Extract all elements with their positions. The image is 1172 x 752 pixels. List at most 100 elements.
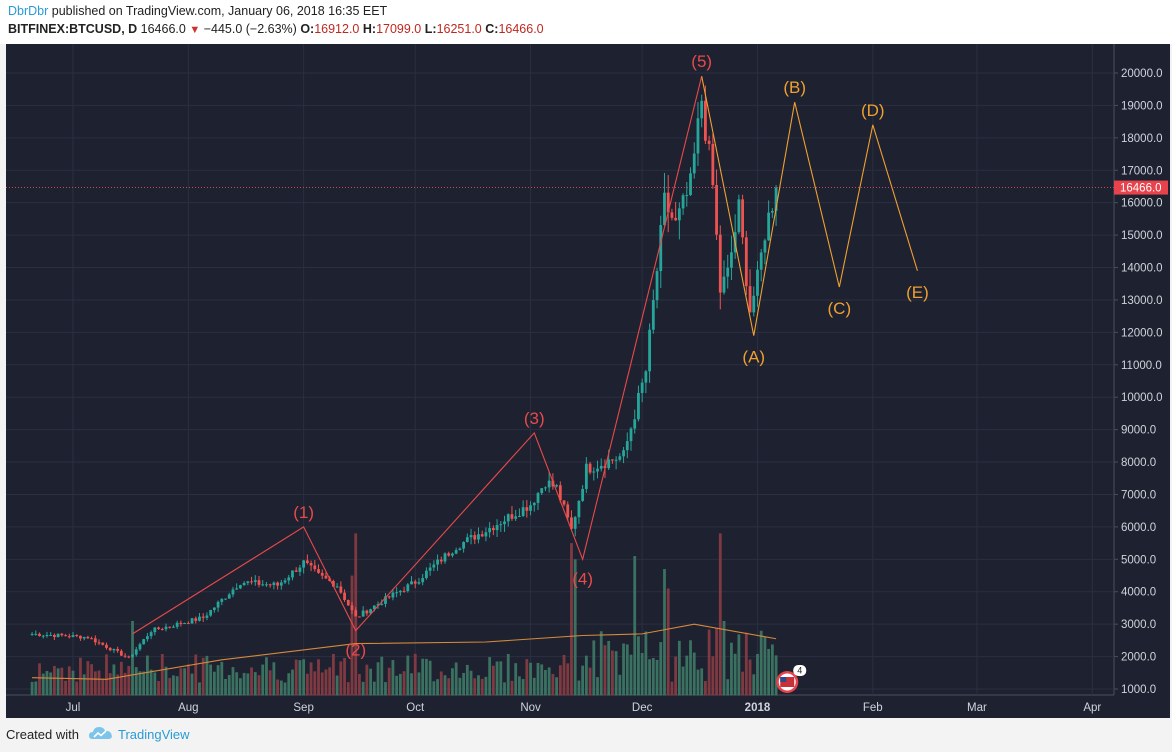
volume-bar xyxy=(346,682,350,696)
candle-body xyxy=(239,585,242,589)
candle-body xyxy=(614,459,618,461)
volume-bar xyxy=(566,663,570,696)
candle-body xyxy=(157,627,160,630)
candle-body xyxy=(142,639,146,645)
x-tick-label: Sep xyxy=(293,702,313,714)
volume-bar xyxy=(82,674,86,696)
candle-body xyxy=(49,634,53,636)
volume-bar xyxy=(179,668,183,696)
volume-bar xyxy=(540,664,544,696)
volume-bar xyxy=(737,634,741,696)
candle-body xyxy=(34,633,38,635)
volume-bar xyxy=(670,681,674,696)
candle-body xyxy=(443,553,447,562)
candle-body xyxy=(625,441,629,451)
volume-bar xyxy=(700,668,704,696)
volume-bar xyxy=(220,661,224,696)
volume-bar xyxy=(484,676,488,696)
candle-body xyxy=(134,649,138,655)
candle-body xyxy=(38,633,41,636)
candle-body xyxy=(45,634,49,636)
volume-bar xyxy=(153,672,157,696)
candle-body xyxy=(547,480,551,488)
candle-body xyxy=(503,521,506,525)
candle-body xyxy=(279,582,283,586)
candle-body xyxy=(696,118,700,154)
candle-body xyxy=(454,550,458,554)
volume-bar xyxy=(246,673,250,696)
event-count-text: 4 xyxy=(797,666,802,676)
price-axis[interactable] xyxy=(1114,44,1170,695)
wave-label-red: (3) xyxy=(524,409,545,428)
volume-bar xyxy=(711,656,715,696)
volume-bar xyxy=(439,671,443,696)
candle-body xyxy=(447,553,451,556)
volume-bar xyxy=(428,660,432,696)
volume-bar xyxy=(462,672,465,696)
volume-bar xyxy=(313,671,317,696)
volume-bar xyxy=(93,671,97,696)
candle-body xyxy=(555,485,558,487)
candle-body xyxy=(540,488,544,494)
volume-bar xyxy=(224,678,227,696)
last-price: 16466.0 xyxy=(140,22,186,36)
candle-body xyxy=(525,507,529,511)
candle-body xyxy=(700,100,704,119)
volume-bar xyxy=(328,667,332,696)
candle-body xyxy=(495,525,499,531)
volume-bar xyxy=(194,654,198,696)
volume-bar xyxy=(384,682,387,696)
close-label: C: xyxy=(485,22,499,36)
volume-bar xyxy=(759,630,763,696)
volume-bar xyxy=(421,658,425,696)
price-chart[interactable]: (1) (2) (3) (4) (5) (A) (B) (C) (D) (E) 1000.0 200… xyxy=(0,44,1172,718)
volume-bar xyxy=(663,569,666,696)
tradingview-cloud-icon xyxy=(89,727,112,739)
author-link[interactable]: DbrDbr xyxy=(8,4,49,18)
candle-body xyxy=(146,636,149,640)
candle-body xyxy=(510,514,514,519)
footer: Created with TradingView xyxy=(0,718,1172,752)
volume-bar xyxy=(689,640,692,696)
candle-body xyxy=(488,528,492,533)
tradingview-brand[interactable]: TradingView xyxy=(118,727,190,742)
volume-bar xyxy=(655,659,659,696)
volume-bar xyxy=(30,681,34,696)
plot-area[interactable] xyxy=(6,44,1114,695)
volume-bar xyxy=(692,652,696,696)
volume-bar xyxy=(514,663,518,696)
candle-body xyxy=(365,610,369,614)
candle-body xyxy=(491,528,495,531)
volume-bar xyxy=(469,670,473,696)
time-axis[interactable] xyxy=(6,695,1170,718)
volume-bar xyxy=(227,675,231,696)
volume-bar xyxy=(633,556,637,696)
volume-bar xyxy=(294,659,298,696)
candle-body xyxy=(380,603,384,605)
volume-bar xyxy=(45,670,49,696)
y-tick-label: 15000.0 xyxy=(1121,230,1163,242)
wave-label-red: (5) xyxy=(691,52,712,71)
volume-bar xyxy=(425,658,428,696)
candle-body xyxy=(644,371,648,383)
x-tick-label: Aug xyxy=(178,702,198,714)
candle-body xyxy=(332,580,335,587)
candle-body xyxy=(190,618,194,624)
volume-bar xyxy=(570,543,573,696)
volume-bar xyxy=(335,675,339,696)
candle-body xyxy=(168,626,172,628)
candle-body xyxy=(253,580,257,582)
candle-body xyxy=(518,515,521,517)
volume-bar xyxy=(432,681,436,696)
candle-body xyxy=(320,572,324,576)
candle-body xyxy=(577,500,581,518)
moving-average-line xyxy=(32,623,777,680)
candle-body xyxy=(737,199,741,233)
candle-body xyxy=(730,252,733,268)
volume-bar xyxy=(625,644,629,696)
chart-header: DbrDbr published on TradingView.com, Jan… xyxy=(0,0,1172,44)
volume-bar xyxy=(581,665,585,696)
candle-body xyxy=(335,586,339,588)
high-label: H: xyxy=(362,22,377,36)
volume-bar xyxy=(573,559,577,696)
